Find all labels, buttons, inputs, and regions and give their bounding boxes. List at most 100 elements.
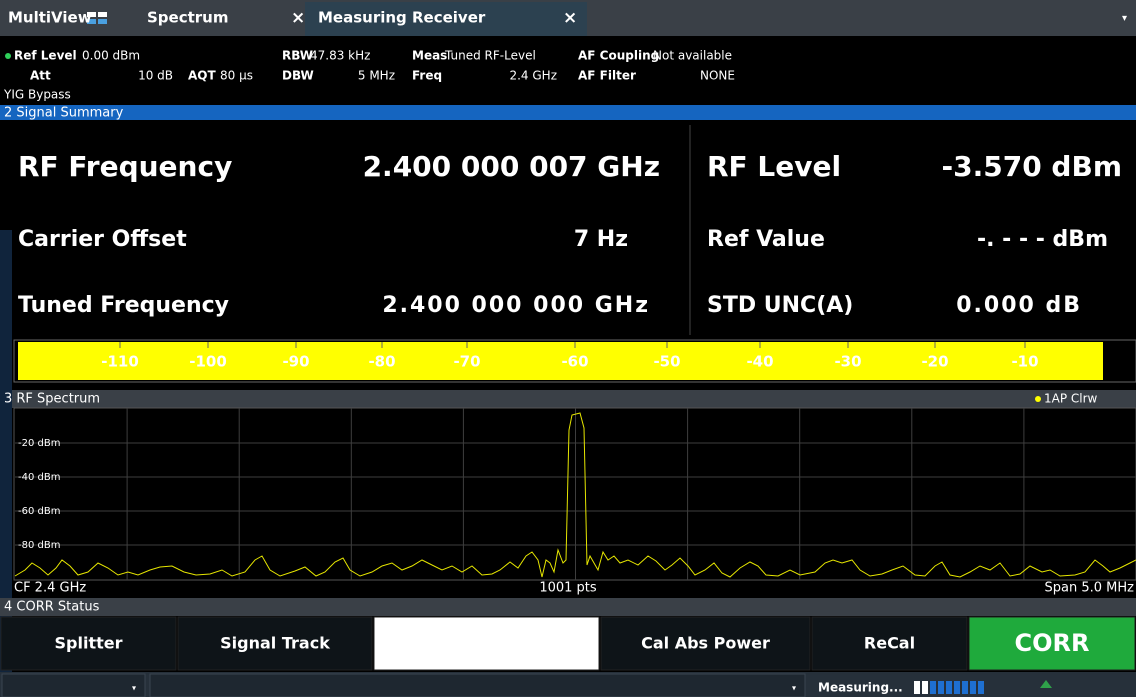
setting-label: RBW (282, 49, 313, 63)
scale-label: -90 (282, 353, 309, 371)
result-label: Carrier Offset (18, 227, 187, 252)
button-row: Splitter Signal Track Avg 10 of 10 Cal Abs … (0, 616, 1136, 671)
scale-label: -50 (653, 353, 680, 371)
tab-label: Measuring Receiver (318, 9, 486, 27)
setting-value: 80 µs (220, 69, 253, 83)
scale-label: -110 (101, 353, 139, 371)
tab-close[interactable]: × (563, 8, 577, 28)
side-strip (0, 230, 12, 697)
status-text: Measuring... (818, 681, 903, 695)
result-value: 2.400 000 007 GHz (363, 150, 660, 183)
result-label: RF Frequency (18, 150, 232, 183)
icon (87, 12, 96, 17)
result-value: 7 Hz (574, 227, 628, 252)
button[interactable] (177, 616, 373, 671)
setting-label: Meas (412, 49, 447, 63)
active-tab[interactable] (305, 2, 587, 36)
setting-label: AF Filter (578, 69, 636, 83)
icon (98, 12, 107, 17)
result-label: RF Level (707, 150, 841, 183)
dropdown-arrow: ▾ (792, 684, 796, 693)
progress-cell (970, 681, 976, 694)
y-axis-label: -40 dBm (18, 472, 60, 483)
trace-dot (1035, 396, 1041, 402)
button-label: ReCal (864, 634, 915, 653)
setting-value: Not available (653, 49, 732, 63)
setting-label: YIG Bypass (3, 88, 71, 102)
setting-value: 10 dB (138, 69, 173, 83)
window-title: 2 Signal Summary (4, 106, 124, 121)
setting-label: DBW (282, 69, 314, 83)
progress-cell (938, 681, 944, 694)
progress-cell (930, 681, 936, 694)
icon (1040, 680, 1052, 688)
level-bar (18, 342, 1103, 380)
dropdown-arrow: ▾ (132, 684, 136, 693)
progress-cell (922, 681, 928, 694)
icon (87, 19, 96, 24)
scale-label: -80 (368, 353, 395, 371)
progress-cell (914, 681, 920, 694)
button-label: CORR (1015, 629, 1090, 657)
setting-label: AF Coupling (578, 49, 659, 63)
setting-value: 47.83 kHz (310, 49, 370, 63)
footer-label: Span 5.0 MHz (1045, 581, 1135, 596)
button[interactable] (373, 616, 600, 671)
progress-cell (962, 681, 968, 694)
setting-label: Ref Level (14, 49, 77, 63)
status-dot (5, 53, 11, 59)
button-label: Cal Abs Power (641, 634, 770, 653)
grid (15, 408, 1136, 580)
scale-label: -40 (746, 353, 773, 371)
scale-label: -10 (1011, 353, 1038, 371)
scale-label: -20 (921, 353, 948, 371)
window-title-bar (0, 105, 1136, 120)
button-label: Signal Track (220, 634, 330, 653)
window-title: 4 CORR Status (4, 600, 100, 615)
setting-label: Freq (412, 69, 442, 83)
window-title-bar (0, 390, 1136, 408)
setting-label: Att (30, 69, 51, 83)
result-value: -3.570 dBm (942, 150, 1123, 183)
button[interactable] (600, 616, 811, 671)
scale-label: -100 (189, 353, 227, 371)
progress-bar (914, 681, 984, 694)
setting-value: 5 MHz (358, 69, 395, 83)
tab-label: Spectrum (147, 9, 228, 27)
button-label: Avg 10 of 10 (416, 631, 557, 655)
result-value: -. - - - dBm (977, 227, 1108, 252)
progress-cell (946, 681, 952, 694)
y-axis-label: -80 dBm (18, 540, 60, 551)
tab-close[interactable]: × (291, 8, 305, 28)
button[interactable] (968, 616, 1136, 671)
footer-label: CF 2.4 GHz (14, 581, 86, 596)
scale-label: -70 (453, 353, 480, 371)
menu-arrow[interactable]: ▾ (1122, 13, 1127, 24)
level-bar-frame (13, 339, 1136, 383)
tab-label: MultiView (8, 9, 92, 27)
button[interactable] (0, 616, 177, 671)
scale-label: -30 (834, 353, 861, 371)
scale-label: -60 (561, 353, 588, 371)
button[interactable] (811, 616, 968, 671)
result-label: Ref Value (707, 227, 825, 252)
button-label: Splitter (55, 634, 123, 653)
setting-value: 2.4 GHz (509, 69, 557, 83)
trace (14, 412, 1136, 578)
footer-label: 1001 pts (539, 581, 597, 596)
setting-value: 0.00 dBm (82, 49, 140, 63)
icon (98, 19, 107, 24)
dropdown[interactable] (1, 673, 146, 697)
result-label: STD UNC(A) (707, 293, 853, 318)
window-title: 3 RF Spectrum (4, 392, 100, 407)
window-title-bar (0, 598, 1136, 616)
progress-cell (954, 681, 960, 694)
result-label: Tuned Frequency (18, 293, 229, 318)
result-value: 2.400 000 000 GHz (382, 293, 650, 318)
y-axis-label: -60 dBm (18, 506, 60, 517)
y-axis-label: -20 dBm (18, 438, 60, 449)
dropdown[interactable] (149, 673, 806, 697)
setting-value: NONE (700, 69, 735, 83)
